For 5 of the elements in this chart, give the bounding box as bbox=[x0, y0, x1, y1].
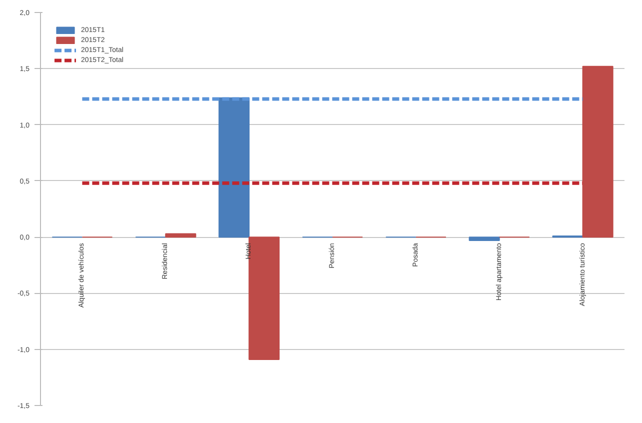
bar bbox=[582, 66, 614, 238]
bar bbox=[468, 236, 500, 241]
bar bbox=[165, 233, 196, 238]
bar bbox=[248, 236, 280, 360]
bar bbox=[218, 97, 250, 238]
